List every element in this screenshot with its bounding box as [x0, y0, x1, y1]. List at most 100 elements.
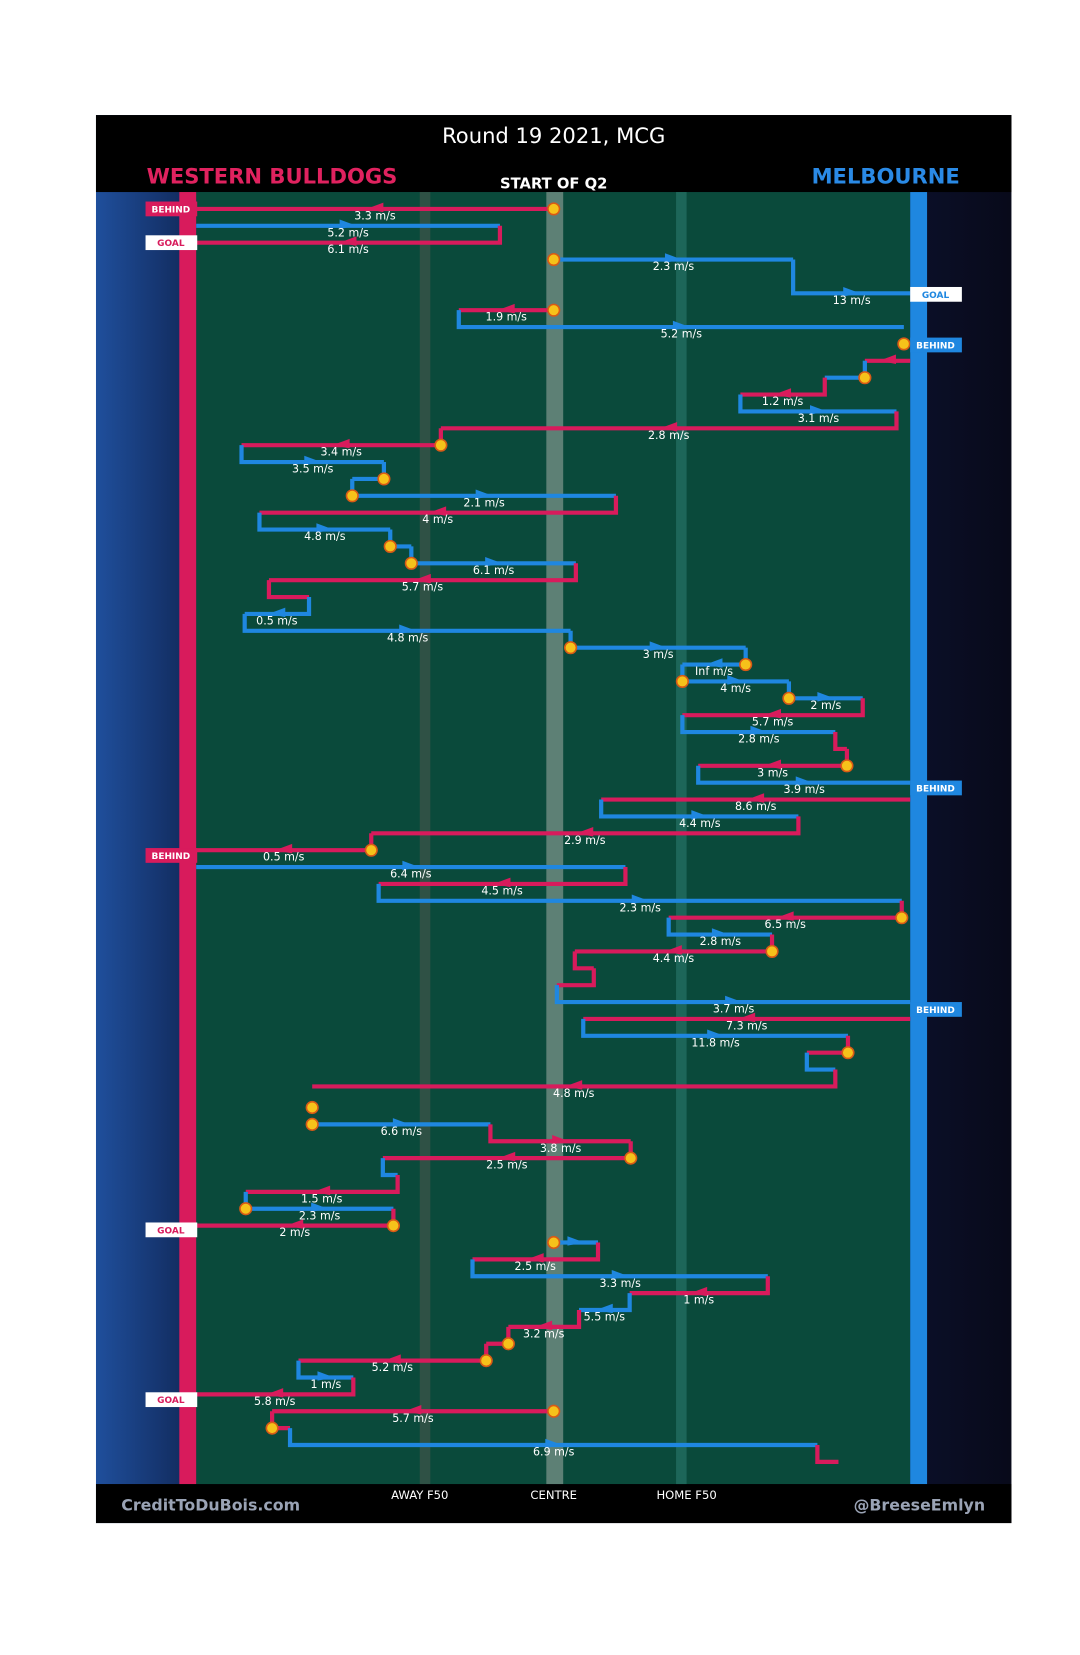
pass-arrow	[747, 793, 765, 803]
pass-arrow	[275, 843, 293, 854]
speed-label: 6.1 m/s	[327, 243, 369, 256]
possession-node	[858, 371, 872, 385]
pass-line	[196, 1377, 356, 1397]
pass-line	[380, 1158, 398, 1178]
pass-arrow	[404, 1404, 422, 1415]
pass-line	[257, 512, 391, 532]
speed-label: 2 m/s	[279, 1226, 310, 1239]
pass-arrow	[817, 691, 835, 702]
possession-node	[383, 539, 397, 554]
possession-node	[547, 1404, 561, 1418]
possession-node	[841, 1046, 855, 1060]
speed-label: 13 m/s	[833, 294, 871, 307]
speed-label: Inf m/s	[695, 665, 733, 678]
speed-label: 1 m/s	[683, 1294, 714, 1307]
pass-arrow	[268, 607, 286, 618]
possession-node	[434, 438, 448, 452]
pass-arrow	[664, 945, 682, 955]
speed-label: 5.2 m/s	[661, 328, 703, 341]
pass-line	[554, 985, 911, 1005]
pass-arrow	[286, 1219, 304, 1229]
speed-label: 5.2 m/s	[327, 226, 369, 239]
pass-line	[196, 225, 503, 245]
possession-node	[624, 1151, 638, 1165]
pass-arrow	[311, 1202, 329, 1212]
pass-line	[804, 1052, 836, 1072]
pass-arrow	[552, 1134, 570, 1145]
pass-line	[266, 580, 310, 600]
pass-arrow	[672, 320, 690, 331]
pass-arrow	[565, 1080, 583, 1090]
outcome-label: GOAL	[157, 239, 185, 249]
pass-line	[738, 394, 897, 414]
speed-label: 0.5 m/s	[256, 614, 298, 627]
zone-label: HOME F50	[656, 1488, 716, 1502]
speed-label: 5.8 m/s	[254, 1395, 296, 1408]
speed-label: 2.5 m/s	[515, 1260, 557, 1273]
pass-arrow	[649, 641, 667, 651]
speed-label: 3.3 m/s	[599, 1277, 641, 1290]
outcome-tag	[145, 848, 198, 863]
pass-line	[556, 968, 596, 988]
possession-node	[897, 337, 911, 351]
speed-label: 5.7 m/s	[402, 581, 444, 594]
pass-arrow	[317, 1371, 335, 1381]
pass-arrow	[879, 354, 896, 364]
outcome-label: GOAL	[157, 1226, 185, 1236]
speed-label: 2.8 m/s	[700, 935, 742, 948]
pass-arrow	[402, 860, 420, 871]
outcome-tag	[145, 1392, 198, 1408]
pass-arrow	[304, 455, 322, 466]
pass-arrow	[399, 624, 417, 634]
pass-line	[791, 259, 911, 296]
pass-arrow	[711, 928, 729, 938]
pass-line	[696, 765, 911, 785]
pass-arrow	[705, 658, 723, 668]
possession-node	[765, 944, 779, 959]
possession-node	[386, 1219, 400, 1233]
possession-node	[547, 252, 561, 267]
pass-line	[488, 1124, 631, 1144]
pass-line	[456, 310, 904, 330]
pass-arrow	[707, 1029, 725, 1039]
pass-arrow	[535, 1320, 553, 1331]
pass-line	[239, 445, 384, 465]
left-team: WESTERN BULLDOGS	[147, 163, 398, 188]
speed-label: 3.2 m/s	[523, 1327, 565, 1340]
outcome-tag	[145, 1222, 198, 1238]
speed-label: 4.4 m/s	[653, 952, 695, 965]
pass-arrow	[795, 776, 813, 786]
pass-arrow	[631, 894, 649, 904]
possession-node	[479, 1354, 493, 1368]
pass-arrow	[429, 506, 447, 516]
possession-node	[345, 489, 359, 503]
right-team: MELBOURNE	[812, 163, 960, 188]
pass-line	[312, 1069, 838, 1089]
zone-label: CENTRE	[530, 1488, 577, 1502]
speed-label: 3.5 m/s	[292, 463, 334, 476]
speed-label: 5.7 m/s	[392, 1412, 434, 1425]
pass-arrow	[725, 995, 742, 1006]
outcome-tag	[910, 1002, 962, 1017]
pass-line	[376, 883, 902, 903]
pass-arrow	[764, 708, 781, 719]
possession-node	[547, 202, 561, 216]
speed-label: 1.2 m/s	[762, 395, 804, 408]
outcome-label: GOAL	[157, 1396, 185, 1406]
pass-arrow	[332, 438, 350, 449]
possession-node	[675, 674, 689, 689]
possession-node	[547, 303, 561, 317]
pass-arrow	[690, 1286, 708, 1297]
pass-line	[245, 1175, 400, 1195]
pass-arrow	[526, 1253, 544, 1263]
pass-arrow	[664, 253, 682, 263]
outcome-label: BEHIND	[152, 205, 191, 215]
pass-arrow	[545, 1438, 563, 1449]
title: Round 19 2021, MCG	[442, 123, 665, 148]
pass-line	[682, 698, 865, 718]
pass-arrow	[738, 1012, 756, 1023]
pass-arrow	[498, 1151, 516, 1162]
speed-label: 3.8 m/s	[540, 1142, 582, 1155]
possession-node	[404, 556, 418, 570]
